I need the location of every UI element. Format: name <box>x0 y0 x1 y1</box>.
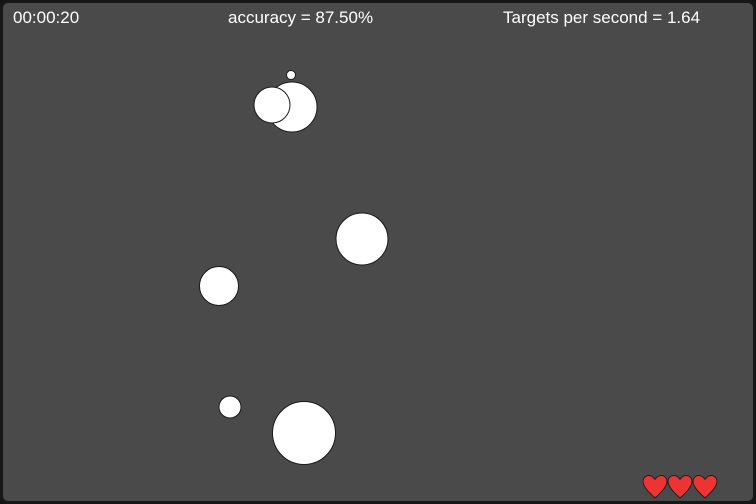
heart-icon <box>642 474 668 499</box>
target-circle[interactable] <box>218 395 242 419</box>
heart-icon <box>692 474 718 499</box>
target-circle[interactable] <box>286 70 296 80</box>
heart-icon <box>667 474 693 499</box>
lives-indicator <box>642 474 718 499</box>
playfield[interactable] <box>3 3 756 504</box>
target-circle[interactable] <box>335 212 389 266</box>
accuracy-readout: accuracy = 87.50% <box>228 8 374 27</box>
targets-per-second-readout: Targets per second = 1.64 <box>503 8 701 27</box>
target-circle[interactable] <box>272 401 336 465</box>
target-circle[interactable] <box>199 266 239 306</box>
target-circle[interactable] <box>253 86 291 124</box>
timer: 00:00:20 <box>13 8 80 27</box>
